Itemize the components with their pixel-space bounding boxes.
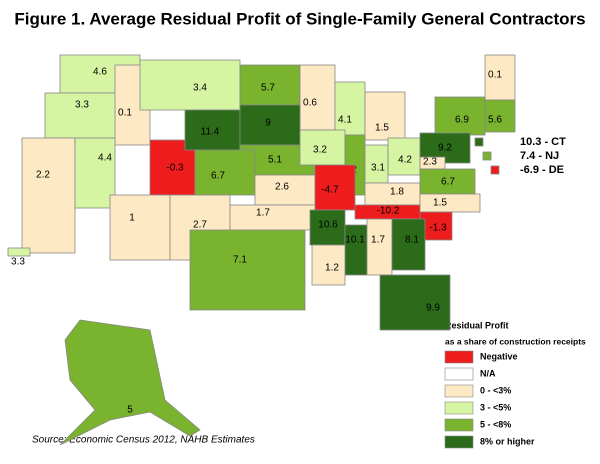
legend-swatch (444, 418, 474, 432)
state-value: 2.6 (275, 182, 289, 193)
state (311, 244, 346, 286)
legend-label: 3 - <5% (480, 402, 511, 412)
state (490, 165, 500, 175)
state (44, 92, 121, 139)
state-value: 1.5 (433, 198, 447, 209)
state-value: 6.7 (211, 171, 225, 182)
state-value: 6.7 (441, 177, 455, 188)
state-value: 1.5 (375, 123, 389, 134)
state (474, 137, 484, 147)
state (344, 224, 368, 276)
state (434, 96, 486, 136)
state (21, 137, 76, 254)
state-value: 1 (129, 213, 135, 224)
state-value: -0.3 (166, 163, 184, 174)
callout-label: -6.9 - DE (520, 164, 564, 176)
state-value: -1.3 (429, 223, 447, 234)
state (239, 104, 301, 146)
legend-swatch (444, 367, 474, 381)
source: Source: Economic Census 2012, NAHB Estim… (32, 435, 255, 446)
state-value: 8.1 (405, 235, 419, 246)
state (59, 319, 201, 446)
state-value: 3.2 (313, 145, 327, 156)
state (391, 218, 426, 271)
callout-label: 10.3 - CT (520, 136, 566, 148)
state (419, 193, 481, 213)
callout-label: 7.4 - NJ (520, 150, 559, 162)
state (7, 247, 31, 257)
legend-title: Residual Profit (445, 320, 509, 330)
state-value: 0.6 (303, 98, 317, 109)
legend-swatch (444, 435, 474, 449)
state-value: 3.1 (371, 163, 385, 174)
state-value: 4.4 (98, 153, 112, 164)
state-value: 5.6 (488, 115, 502, 126)
state-value: 3.4 (193, 83, 207, 94)
state (387, 137, 421, 176)
state-value: 10.6 (318, 220, 338, 231)
state-value: 6.9 (455, 115, 469, 126)
legend-swatch (444, 401, 474, 415)
state (334, 81, 366, 136)
state-value: 0.1 (488, 70, 502, 81)
legend-label: N/A (480, 368, 496, 378)
state-value: -4.7 (321, 185, 339, 196)
state-value: 1.7 (371, 235, 385, 246)
state-value: 1.8 (390, 187, 404, 198)
state (184, 109, 241, 151)
legend-label: 5 - <8% (480, 419, 511, 429)
legend-swatch (444, 350, 474, 364)
state-value: 3.3 (11, 257, 25, 268)
state-value: 1.2 (325, 263, 339, 274)
state (74, 137, 116, 209)
state-value: 2.2 (36, 170, 50, 181)
state (194, 149, 256, 196)
state-value: 10.1 (345, 235, 365, 246)
state-value: 2.3 (423, 157, 437, 168)
state-value: 4.1 (338, 115, 352, 126)
state (364, 91, 406, 141)
legend-label: 0 - <3% (480, 385, 511, 395)
state (254, 174, 316, 206)
legend-label: Negative (480, 351, 518, 361)
state (229, 204, 316, 231)
state-value: 9 (265, 118, 271, 129)
state-value: 11.4 (201, 127, 220, 138)
state-value: 3.3 (75, 100, 89, 111)
legend-label: 8% or higher (480, 436, 535, 446)
state-value: 7.1 (233, 255, 247, 266)
state (484, 99, 516, 133)
state-value: 2.7 (193, 220, 207, 231)
state-value: 1.7 (256, 208, 270, 219)
state-value: 0.1 (118, 108, 132, 119)
state (139, 59, 241, 111)
state (482, 151, 492, 161)
state-value: 4.6 (93, 67, 107, 78)
state-value: 5 (127, 405, 133, 416)
legend-subtitle: as a share of construction receipts (445, 336, 586, 346)
map-title: Figure 1. Average Residual Profit of Sin… (14, 9, 585, 28)
state-value: 9.9 (426, 303, 440, 314)
state-value: 9.2 (438, 143, 452, 154)
state (109, 194, 171, 261)
legend-swatch (444, 384, 474, 398)
state-value: -10.2 (377, 206, 400, 217)
state (379, 274, 451, 331)
state (189, 229, 306, 311)
state-value: 4.2 (398, 155, 412, 166)
state (366, 218, 393, 276)
state-value: 5.7 (261, 83, 275, 94)
state-value: 5.1 (268, 155, 282, 166)
